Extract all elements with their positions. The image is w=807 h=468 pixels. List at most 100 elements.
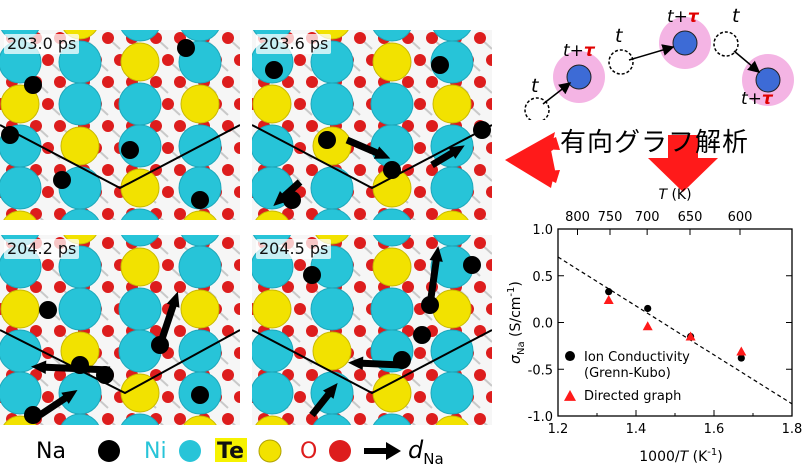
legend-label-na: Na [36, 439, 66, 464]
o-atom [402, 76, 414, 88]
na-atom [463, 256, 481, 274]
o-atom [306, 120, 318, 132]
na-atom [473, 121, 491, 139]
node-site [672, 30, 698, 56]
ni-atom [372, 208, 412, 220]
displacement-arrow [39, 363, 111, 374]
o-atom [354, 369, 366, 381]
o-atom [102, 237, 114, 249]
o-atom [486, 142, 492, 154]
o-atom [294, 391, 306, 403]
ni-atom [372, 235, 412, 247]
legend-label-te: Te [217, 439, 244, 464]
te-atom [180, 289, 220, 329]
o-atom [354, 32, 366, 44]
te-atom [180, 84, 220, 124]
top-axis-label: T (K) [658, 187, 691, 203]
te-atom [120, 373, 160, 413]
o-atom [414, 391, 426, 403]
hop-arrow [628, 44, 675, 61]
o-atom [234, 186, 240, 198]
diffusion-path [252, 124, 492, 190]
te-atom [0, 289, 40, 329]
label-t-plus-tau: t+τ [741, 89, 774, 109]
te-atom [120, 247, 160, 287]
legend-label-directed: Directed graph [584, 389, 681, 404]
te-atom [120, 42, 160, 82]
x-tick-label: 1.2 [548, 422, 569, 437]
na-atom [24, 406, 42, 424]
displacement-arrowhead [373, 146, 391, 159]
o-atom [174, 281, 186, 293]
top-tick-label: 750 [598, 210, 623, 225]
o-atom [174, 208, 186, 220]
o-atom [306, 76, 318, 88]
legend-marker-directed [564, 390, 576, 401]
ni-atom [60, 413, 100, 425]
data-point-gk [605, 288, 613, 296]
te-atom [432, 84, 472, 124]
crystal-snapshot [0, 30, 240, 220]
na-atom [39, 301, 57, 319]
md-panel-3: 204.2 ps [0, 235, 240, 425]
o-atom [402, 281, 414, 293]
node-site [755, 67, 781, 93]
legend-swatch-ni [179, 440, 201, 462]
ni-atom [312, 208, 352, 220]
ni-atom [120, 235, 160, 247]
displacement-arrowhead [448, 145, 465, 159]
o-atom [102, 76, 114, 88]
ni-atom [118, 82, 162, 126]
o-atom [474, 208, 486, 220]
o-atom [486, 347, 492, 359]
o-atom [54, 325, 66, 337]
o-atom [42, 259, 54, 271]
ni-atom [252, 124, 294, 168]
ni-atom [372, 413, 412, 425]
na-atom [53, 171, 71, 189]
legend-label-gk: Ion Conductivity [584, 350, 690, 365]
te-atom [435, 210, 469, 220]
o-atom [222, 76, 234, 88]
legend-label-o: O [300, 439, 317, 464]
o-atom [474, 369, 486, 381]
label-t: t [615, 25, 624, 47]
te-atom [255, 415, 289, 425]
conductivity-chart: 1.2 1.4 1.6 1.8 1.0 0.5 0.0 -0.5 -1.0 800 750 700 65… [506, 187, 802, 465]
md-panel-4: 204.5 ps [252, 235, 492, 425]
y-tick-label: 1.0 [532, 223, 553, 238]
o-atom [102, 325, 114, 337]
o-atom [306, 369, 318, 381]
displacement-arrow [38, 392, 72, 418]
o-atom [150, 76, 162, 88]
legend-arrow-label: dNa [408, 436, 444, 468]
ni-atom [310, 82, 354, 126]
na-atom [413, 326, 431, 344]
x-tick-label: 1.4 [626, 422, 647, 437]
o-atom [426, 208, 438, 220]
o-atom [54, 76, 66, 88]
na-atom [191, 191, 209, 209]
top-tick-label: 800 [565, 210, 590, 225]
data-point-gk [737, 354, 745, 362]
o-atom [234, 54, 240, 66]
o-atom [354, 413, 366, 425]
o-atom [222, 413, 234, 425]
o-atom [162, 259, 174, 271]
te-atom [372, 42, 412, 82]
o-atom [474, 413, 486, 425]
ni-atom [120, 208, 160, 220]
hop-arrow [542, 82, 572, 105]
displacement-arrow-icon [364, 442, 401, 460]
o-atom [474, 164, 486, 176]
o-atom [102, 208, 114, 220]
o-atom [234, 259, 240, 271]
o-atom [486, 54, 492, 66]
legend-marker-gk [565, 351, 575, 362]
panel-time-label: 204.5 ps [256, 239, 332, 259]
data-point-gk [644, 304, 652, 313]
o-atom [414, 98, 426, 110]
o-atom [354, 325, 366, 337]
node-site [566, 64, 592, 90]
ni-atom [372, 30, 412, 42]
